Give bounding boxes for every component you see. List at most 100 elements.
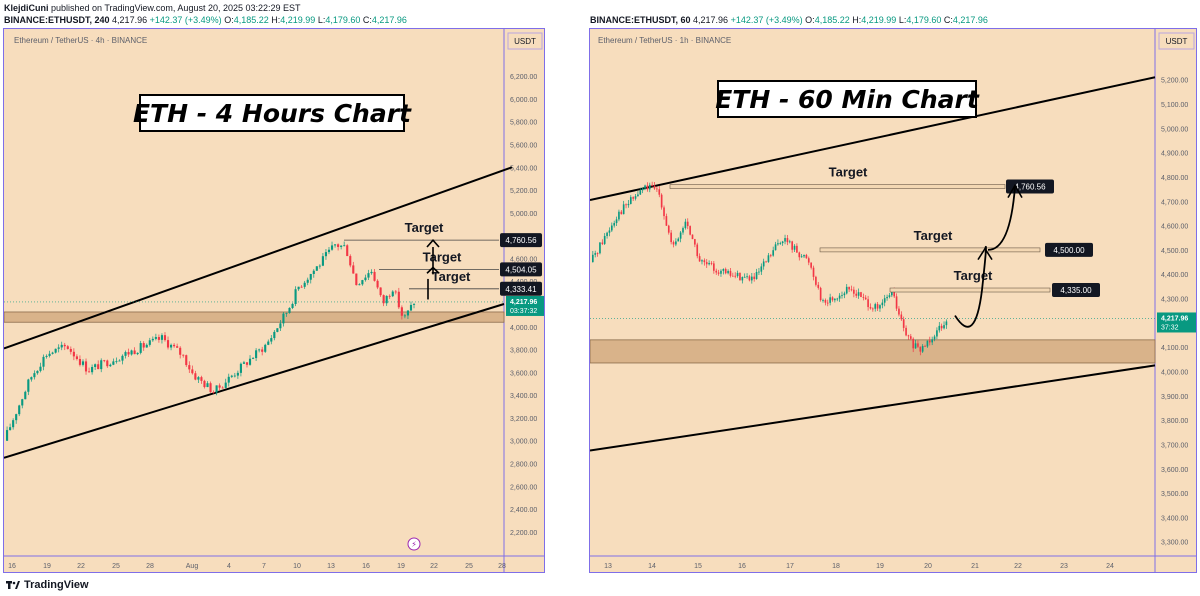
y-tick-label: 6,000.00	[510, 97, 537, 104]
y-tick-label: 5,600.00	[510, 142, 537, 149]
candle-body	[663, 207, 665, 217]
candle-body	[691, 234, 694, 240]
y-tick-label: 3,700.00	[1161, 442, 1188, 449]
published-text: published on TradingView.com, August 20,…	[51, 3, 301, 13]
candle-body	[727, 270, 729, 274]
candle-body	[926, 340, 929, 347]
x-tick-label: 13	[327, 563, 335, 570]
x-tick-label: 22	[430, 563, 438, 570]
candle-body	[788, 241, 791, 243]
candle-body	[836, 298, 839, 300]
y-tick-label: 2,200.00	[510, 530, 537, 537]
candle-body	[306, 279, 309, 283]
candle-body	[142, 343, 145, 348]
currency-box	[1158, 32, 1195, 50]
candle-body	[876, 304, 879, 309]
candle-body	[812, 267, 815, 277]
change: +142.37 (+3.49%)	[149, 15, 222, 25]
candle-body	[919, 346, 922, 352]
target-value-badge	[500, 233, 542, 248]
candle-body	[634, 196, 637, 199]
candle-body	[239, 363, 242, 373]
candle-body	[166, 340, 170, 348]
candle-body	[850, 289, 853, 291]
x-tick-label: 21	[971, 563, 979, 570]
candle-body	[78, 359, 82, 365]
candle-body	[660, 194, 663, 208]
x-tick-label: 13	[604, 563, 612, 570]
candle-body	[337, 244, 340, 247]
candle-body	[717, 272, 720, 274]
candle-body	[66, 346, 69, 349]
candle-body	[620, 211, 623, 215]
candle-body	[63, 344, 66, 347]
candle-body	[221, 387, 224, 389]
candle-body	[258, 349, 261, 351]
candle-body	[291, 303, 294, 308]
candle-body	[382, 295, 385, 304]
h-value: 4,219.99	[861, 15, 897, 25]
candle-body	[312, 270, 315, 275]
candle-body	[739, 272, 741, 281]
candle-body	[157, 337, 160, 340]
candle-body	[364, 277, 367, 281]
candle-body	[88, 371, 91, 373]
candle-body	[594, 253, 597, 255]
candle-body	[705, 262, 708, 265]
l-value: 4,179.60	[325, 15, 361, 25]
candle-body	[765, 261, 767, 263]
countdown-value: 03:37:32	[510, 308, 537, 315]
candle-body	[881, 302, 884, 306]
o-value: 4,185.22	[814, 15, 850, 25]
candle-body	[182, 354, 185, 356]
candle-body	[370, 271, 373, 274]
candle-body	[412, 304, 416, 305]
candle-body	[227, 376, 230, 383]
candle-body	[367, 273, 370, 278]
candle-body	[622, 204, 625, 215]
last-price-badge	[506, 295, 544, 316]
y-tick-label: 5,200.00	[1161, 78, 1188, 85]
candle-body	[760, 266, 763, 272]
candle-body	[732, 275, 734, 277]
candle-body	[130, 350, 133, 355]
y-tick-label: 3,600.00	[1161, 467, 1188, 474]
candle-body	[928, 340, 931, 343]
candle-body	[900, 314, 903, 320]
candle-body	[297, 286, 300, 290]
candle-body	[793, 245, 796, 250]
arrow-head	[426, 238, 440, 248]
chart-panel-4h[interactable]: USDT 6,200.00 6,000.00 5,800.00 5,600.00 5,40…	[3, 28, 545, 573]
y-tick-label: 5,000.00	[1161, 126, 1188, 133]
candle-body	[684, 221, 687, 229]
candle-body	[774, 244, 777, 251]
author-name[interactable]: KlejdiCuni	[4, 3, 49, 13]
x-tick-label: 22	[77, 563, 85, 570]
candle-body	[409, 304, 413, 311]
candle-body	[720, 270, 722, 274]
chart-svg-60m[interactable]: USDT 5,200.00 5,100.00 5,000.00 4,900.00 4,80…	[590, 29, 1197, 573]
candle-body	[145, 344, 148, 348]
candle-body	[103, 360, 106, 362]
y-tick-label: 3,400.00	[510, 393, 537, 400]
candle-body	[807, 258, 810, 263]
candle-body	[803, 254, 805, 257]
candle-body	[703, 260, 706, 263]
candle-body	[736, 272, 739, 277]
candle-body	[209, 383, 212, 393]
candle-body	[886, 296, 888, 299]
x-tick-label: Aug	[186, 563, 199, 570]
y-tick-label: 4,600.00	[1161, 224, 1188, 231]
chart-svg-4h[interactable]: USDT 6,200.00 6,000.00 5,800.00 5,600.00 5,40…	[4, 29, 545, 573]
target-zone	[889, 287, 1051, 293]
candle-body	[743, 276, 746, 278]
chart-panel-60m[interactable]: USDT 5,200.00 5,100.00 5,000.00 4,900.00 4,80…	[589, 28, 1197, 573]
tradingview-logo[interactable]: TradingView	[6, 579, 89, 591]
candle-body	[212, 392, 215, 393]
candle-body	[264, 344, 267, 352]
candle-body	[689, 226, 691, 235]
candle-body	[648, 184, 651, 190]
candle-body	[912, 338, 915, 349]
candle-body	[921, 345, 924, 352]
candle-body	[197, 377, 200, 380]
